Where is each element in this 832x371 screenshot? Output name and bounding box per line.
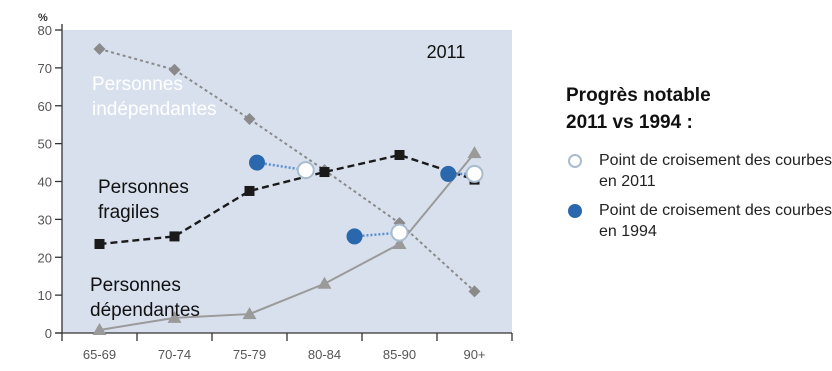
legend-title: Progrès notable 2011 vs 1994 : (566, 82, 832, 136)
label-dependants-1: Personnes (90, 275, 181, 296)
y-tick-label-0: 0 (45, 326, 52, 341)
series-line-dependants (99, 152, 476, 331)
marker-independants-65-69 (93, 42, 106, 55)
y-tick-label-10: 10 (38, 288, 52, 303)
marker-dependants-65-69 (92, 322, 107, 335)
legend-item-crossing-1994: Point de croisement des courbes en 1994 (566, 200, 832, 242)
crossing-1994-2 (440, 165, 457, 182)
marker-independants-70-74 (168, 63, 181, 76)
x-tick-label-75-79: 75-79 (233, 347, 266, 362)
label-fragiles-2: fragiles (98, 202, 159, 223)
marker-fragiles-75-79 (244, 185, 255, 196)
crossing-1994-0 (249, 154, 265, 171)
legend-title-line-1: Progrès notable (566, 85, 711, 106)
marker-dependants-70-74 (167, 310, 182, 323)
legend-text-crossing-1994: Point de croisement des courbes en 1994 (599, 202, 832, 240)
marker-fragiles-85-90 (394, 149, 405, 160)
crossing-2011-2 (465, 164, 484, 183)
label-fragiles-1: Personnes (98, 177, 189, 198)
line-chart: 0 10 20 30 40 50 60 70 80% 65-69 70-74 75-79 80-84 85… (38, 12, 513, 362)
label-independants-1: Personnes (92, 74, 183, 95)
y-tick-label-70: 70 (38, 61, 52, 76)
crossing-1994-1 (346, 228, 363, 245)
label-independants-2: indépendantes (92, 99, 217, 120)
crossing-2011-0 (296, 161, 315, 180)
marker-fragiles-65-69 (94, 238, 105, 249)
x-tick-label-85-90: 85-90 (383, 347, 416, 362)
y-tick-label-20: 20 (38, 250, 52, 265)
x-tick-label-70-74: 70-74 (158, 347, 191, 362)
x-tick-label-65-69: 65-69 (83, 347, 116, 362)
filled-circle-icon (568, 204, 582, 218)
y-tick-label-80: 80 (38, 23, 52, 38)
marker-dependants-90+ (467, 146, 482, 159)
marker-independants-75-79 (243, 113, 256, 126)
y-unit-label: % (38, 12, 48, 24)
legend-text-crossing-2011: Point de croisement des courbes en 2011 (599, 152, 832, 190)
x-tick-label-80-84: 80-84 (308, 347, 341, 362)
marker-dependants-75-79 (242, 307, 257, 320)
marker-fragiles-70-74 (169, 231, 180, 242)
x-tick-label-90+: 90+ (463, 347, 485, 362)
legend-panel: Progrès notable 2011 vs 1994 : Point de … (566, 82, 832, 250)
y-tick-label-50: 50 (38, 137, 52, 152)
marker-dependants-85-90 (392, 236, 407, 249)
legend-title-line-2: 2011 vs 1994 : (566, 112, 693, 133)
y-tick-label-40: 40 (38, 175, 52, 190)
year-label: 2011 (427, 42, 466, 62)
crossing-2011-1 (390, 223, 409, 242)
series-line-fragiles (99, 153, 475, 246)
label-dependants-2: dépendantes (90, 300, 200, 321)
series-line-independants (99, 47, 476, 293)
open-circle-icon (568, 154, 582, 168)
legend-item-crossing-2011: Point de croisement des courbes en 2011 (566, 150, 832, 192)
y-tick-label-30: 30 (38, 212, 52, 227)
marker-independants-90+ (468, 285, 481, 298)
marker-fragiles-80-84 (319, 167, 330, 178)
marker-dependants-80-84 (317, 276, 332, 289)
y-tick-label-60: 60 (38, 99, 52, 114)
